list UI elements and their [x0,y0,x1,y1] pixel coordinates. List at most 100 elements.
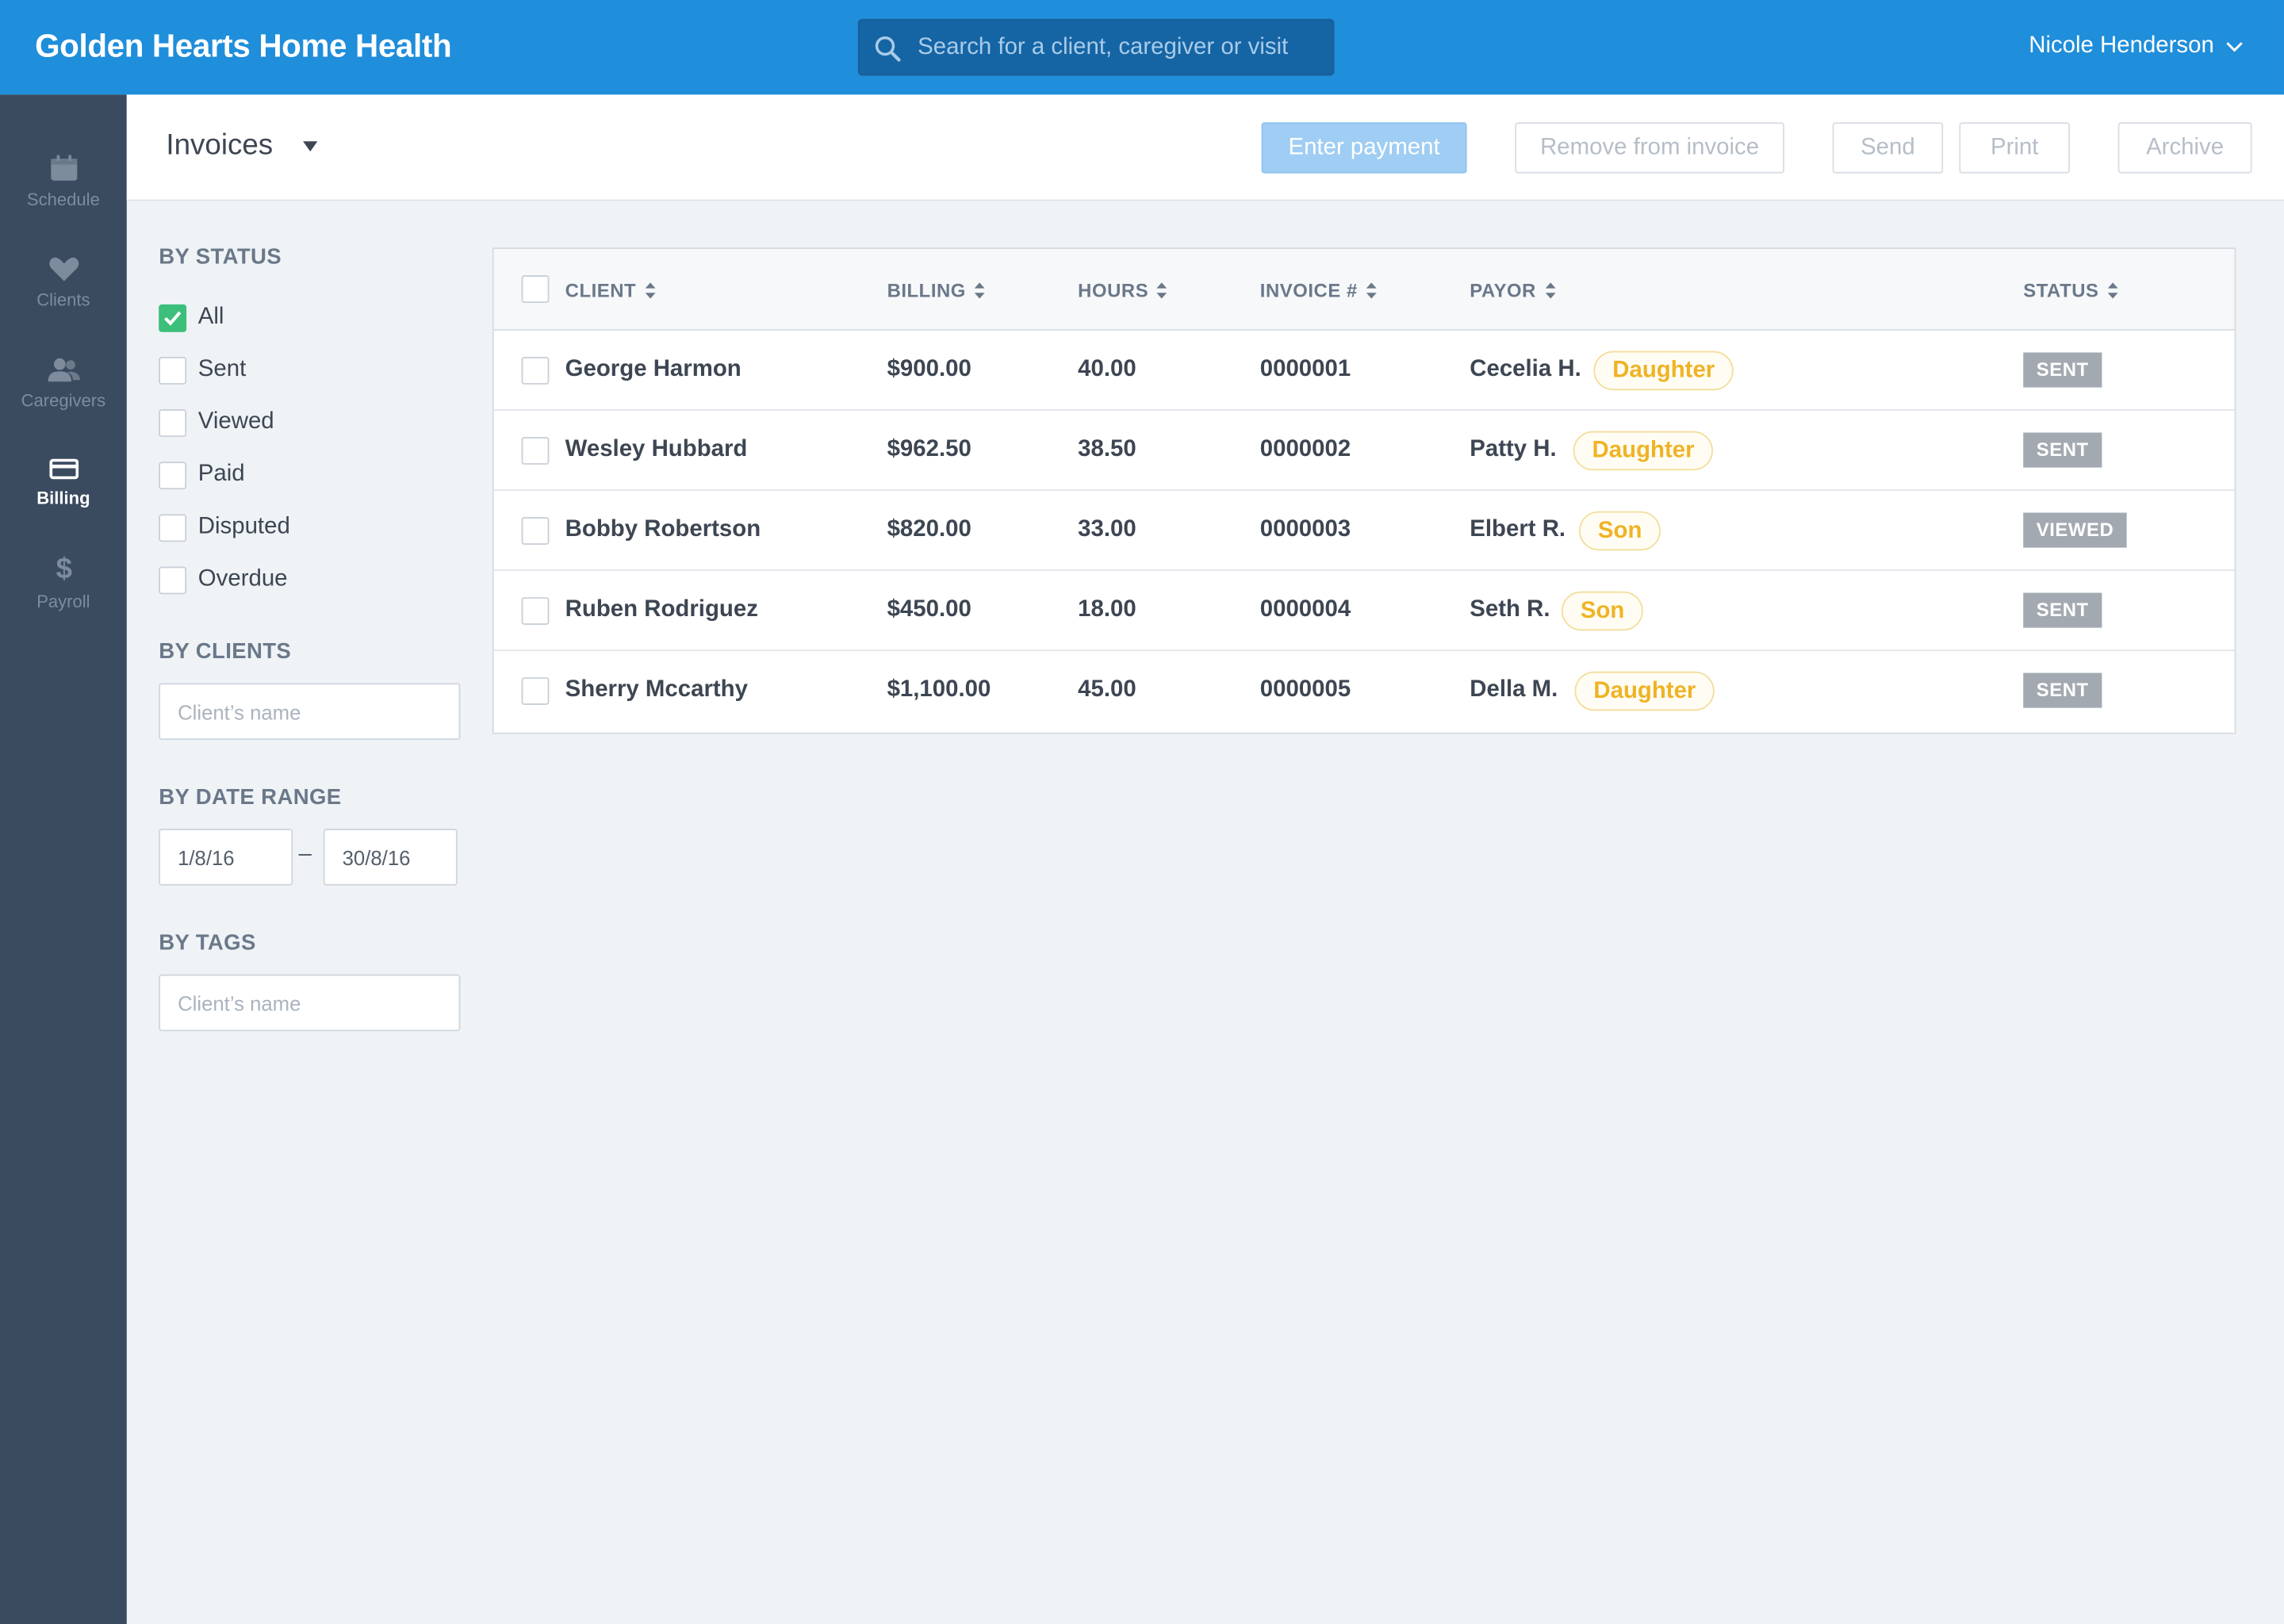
sidebar: Schedule Clients Caregivers Billing [0,94,127,1624]
user-name: Nicole Henderson [2029,33,2214,59]
sidebar-item-payroll[interactable]: $ Payroll [0,552,127,639]
checkbox[interactable] [159,356,187,384]
relation-tag: Daughter [1574,671,1715,711]
checkbox-label: Paid [197,462,245,487]
client-cell[interactable]: Ruben Rodriguez [565,597,758,622]
invoices-table: CLIENT BILLING HOURS INVOICE # PAYOR STA… [492,247,2236,734]
checkbox-label: Disputed [197,514,290,539]
column-label: HOURS [1078,279,1149,302]
sidebar-item-billing[interactable]: Billing [0,458,127,546]
page-title[interactable]: Invoices [166,129,274,162]
column-label: BILLING [887,279,966,302]
column-header-invoice[interactable]: INVOICE # [1259,279,1377,302]
table-row[interactable]: George Harmon $900.00 40.00 0000001 Cece… [493,331,2235,411]
sidebar-item-label: Clients [36,289,90,311]
checkbox[interactable] [159,408,187,437]
client-name-input[interactable]: Client’s name [159,683,461,741]
billing-cell: $962.50 [887,437,971,462]
status-filter-all[interactable]: All [159,301,224,333]
client-cell[interactable]: Wesley Hubbard [565,437,748,462]
invoice-cell: 0000001 [1259,357,1351,382]
column-header-client[interactable]: CLIENT [565,279,656,302]
table-row[interactable]: Ruben Rodriguez $450.00 18.00 0000004 Se… [493,571,2235,652]
search-input[interactable]: Search for a client, caregiver or visit [918,35,1289,60]
tags-input[interactable]: Client’s name [159,974,461,1032]
sidebar-item-label: Caregivers [21,390,106,411]
row-checkbox[interactable] [521,437,550,465]
client-cell[interactable]: Sherry Mccarthy [565,677,748,703]
remove-from-invoice-button[interactable]: Remove from invoice [1515,122,1784,174]
status-filter-overdue[interactable]: Overdue [159,564,288,596]
chevron-down-icon [2226,42,2243,52]
checkbox[interactable] [159,565,187,594]
checkbox-label: Viewed [197,409,274,435]
sidebar-item-label: Schedule [26,189,100,210]
status-badge: SENT [2023,432,2102,468]
table-row[interactable]: Sherry Mccarthy $1,100.00 45.00 0000005 … [494,651,2235,731]
dollar-icon: $ [56,552,71,584]
sort-icon [1366,282,1377,299]
top-bar: Golden Hearts Home Health Search for a c… [0,0,2284,95]
table-row[interactable]: Bobby Robertson $820.00 33.00 0000003 El… [493,491,2235,572]
sidebar-item-clients[interactable]: Clients [0,256,127,343]
status-filter-viewed[interactable]: Viewed [159,406,274,438]
checkbox[interactable] [159,461,187,489]
sort-icon [1157,282,1168,299]
table-row[interactable]: Wesley Hubbard $962.50 38.50 0000002 Pat… [493,411,2235,491]
hours-cell: 38.50 [1078,437,1136,462]
table-header: CLIENT BILLING HOURS INVOICE # PAYOR STA… [493,249,2235,331]
client-cell[interactable]: George Harmon [565,357,742,382]
search-icon [875,36,901,62]
relation-tag: Daughter [1573,431,1714,471]
row-checkbox[interactable] [521,357,550,385]
row-checkbox[interactable] [521,597,550,625]
enter-payment-button[interactable]: Enter payment [1261,122,1467,174]
payor-cell: Cecelia H. [1470,357,1581,382]
client-cell[interactable]: Bobby Robertson [565,517,761,542]
select-all-checkbox[interactable] [521,275,550,304]
billing-cell: $450.00 [887,597,971,622]
date-from-input[interactable]: 1/8/16 [159,829,293,886]
status-filter-paid[interactable]: Paid [159,459,245,491]
column-header-billing[interactable]: BILLING [887,279,985,302]
status-badge: SENT [2023,672,2102,708]
checkmark-icon [164,310,182,325]
search-box[interactable]: Search for a client, caregiver or visit [857,18,1335,76]
sort-icon [2107,282,2118,299]
calendar-icon [50,155,77,181]
column-label: CLIENT [565,279,637,302]
checkbox-label: All [197,304,224,330]
invoice-cell: 0000004 [1259,597,1351,622]
billing-cell: $1,100.00 [887,677,991,703]
date-to-input[interactable]: 30/8/16 [323,829,458,886]
column-header-payor[interactable]: PAYOR [1470,280,1555,301]
column-header-status[interactable]: STATUS [2023,279,2118,302]
hours-cell: 40.00 [1078,357,1136,382]
user-menu[interactable]: Nicole Henderson [2029,33,2243,59]
status-filter-disputed[interactable]: Disputed [159,511,290,543]
caret-down-icon[interactable] [303,141,318,152]
heart-icon [48,257,79,282]
send-button[interactable]: Send [1832,122,1944,174]
row-checkbox[interactable] [521,677,550,705]
clients-filter-heading: BY CLIENTS [159,639,292,665]
checkbox[interactable] [159,303,187,331]
row-checkbox[interactable] [521,517,550,545]
print-button[interactable]: Print [1959,122,2070,174]
billing-cell: $900.00 [887,357,971,382]
archive-button[interactable]: Archive [2117,122,2252,174]
sidebar-item-caregivers[interactable]: Caregivers [0,357,127,444]
column-label: STATUS [2023,279,2099,302]
column-label: INVOICE # [1259,279,1358,302]
date-range-heading: BY DATE RANGE [159,785,342,810]
checkbox[interactable] [159,513,187,542]
status-filter-sent[interactable]: Sent [159,354,246,385]
status-badge: SENT [2023,352,2102,388]
sort-icon [974,282,985,299]
invoice-cell: 0000002 [1259,437,1351,462]
column-header-hours[interactable]: HOURS [1078,279,1168,302]
sidebar-item-schedule[interactable]: Schedule [0,155,127,242]
app-title[interactable]: Golden Hearts Home Health [35,27,452,64]
hours-cell: 18.00 [1078,597,1136,622]
